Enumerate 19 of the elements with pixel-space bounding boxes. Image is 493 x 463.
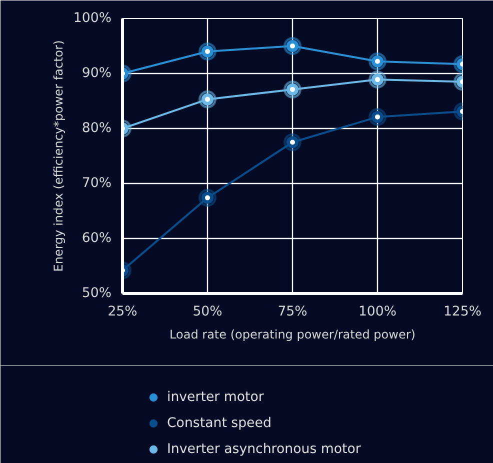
y-tick-label: 80%: [82, 121, 112, 136]
x-tick-label: 125%: [443, 304, 482, 320]
x-axis-title: Load rate (operating power/rated power): [170, 328, 416, 342]
x-tick-label: 25%: [108, 304, 138, 320]
y-axis-title: Energy index (efficiency*power factor): [51, 40, 66, 272]
y-tick-label: 50%: [82, 286, 112, 301]
legend-label: Constant speed: [167, 416, 272, 430]
legend-label: Inverter asynchronous motor: [167, 442, 361, 456]
y-tick-label: 90%: [82, 66, 112, 81]
y-tick-label: 100%: [73, 11, 112, 26]
y-tick-label: 60%: [82, 231, 112, 246]
legend-label: inverter motor: [167, 390, 264, 404]
y-tick-label: 70%: [82, 176, 112, 191]
x-tick-label: 50%: [192, 304, 222, 320]
point: [284, 37, 302, 55]
point: [284, 133, 302, 152]
x-tick-label: 75%: [278, 304, 308, 320]
x-tick-label: 100%: [358, 304, 397, 320]
point: [284, 80, 302, 98]
